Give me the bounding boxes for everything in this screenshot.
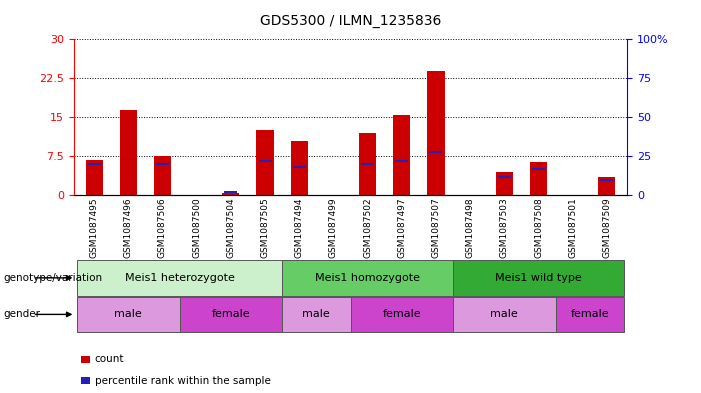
Bar xyxy=(293,166,306,168)
Text: percentile rank within the sample: percentile rank within the sample xyxy=(95,376,271,386)
Text: GSM1087499: GSM1087499 xyxy=(329,197,338,258)
Bar xyxy=(282,260,453,296)
Text: GSM1087505: GSM1087505 xyxy=(261,197,270,258)
Bar xyxy=(156,163,169,165)
Bar xyxy=(453,297,556,332)
Bar xyxy=(86,160,102,195)
Bar xyxy=(556,297,624,332)
Text: female: female xyxy=(383,309,421,320)
Bar xyxy=(359,133,376,195)
Bar xyxy=(496,172,513,195)
Text: GSM1087503: GSM1087503 xyxy=(500,197,509,258)
Text: GSM1087508: GSM1087508 xyxy=(534,197,543,258)
Text: female: female xyxy=(212,309,250,320)
Bar xyxy=(77,260,282,296)
Text: GSM1087496: GSM1087496 xyxy=(124,197,132,258)
Bar xyxy=(259,160,271,162)
Bar xyxy=(453,260,624,296)
Bar xyxy=(350,297,453,332)
Bar xyxy=(532,168,545,170)
Text: male: male xyxy=(491,309,518,320)
Bar xyxy=(395,160,408,162)
Bar xyxy=(393,115,410,195)
Text: GSM1087502: GSM1087502 xyxy=(363,197,372,258)
Text: female: female xyxy=(571,309,609,320)
Bar xyxy=(88,163,101,165)
Text: GSM1087500: GSM1087500 xyxy=(192,197,201,258)
Text: male: male xyxy=(114,309,142,320)
Text: Meis1 wild type: Meis1 wild type xyxy=(495,273,582,283)
Bar xyxy=(257,130,273,195)
Bar xyxy=(291,141,308,195)
Bar xyxy=(430,151,442,152)
Text: GSM1087497: GSM1087497 xyxy=(397,197,407,258)
Bar xyxy=(599,177,615,195)
Bar xyxy=(122,158,135,160)
Text: genotype/variation: genotype/variation xyxy=(4,273,102,283)
Bar xyxy=(120,110,137,195)
Bar xyxy=(224,191,238,193)
Text: male: male xyxy=(302,309,330,320)
Text: GSM1087501: GSM1087501 xyxy=(569,197,577,258)
Bar xyxy=(428,70,444,195)
Text: GSM1087495: GSM1087495 xyxy=(90,197,99,258)
Text: Meis1 homozygote: Meis1 homozygote xyxy=(315,273,420,283)
Text: GSM1087494: GSM1087494 xyxy=(294,197,304,258)
Bar xyxy=(282,297,350,332)
Text: GSM1087498: GSM1087498 xyxy=(465,197,475,258)
Text: gender: gender xyxy=(4,309,41,320)
Bar xyxy=(498,176,511,178)
Bar xyxy=(600,179,613,181)
Bar xyxy=(77,297,179,332)
Text: count: count xyxy=(95,354,124,364)
Bar xyxy=(154,156,171,195)
Text: GSM1087506: GSM1087506 xyxy=(158,197,167,258)
Text: GDS5300 / ILMN_1235836: GDS5300 / ILMN_1235836 xyxy=(260,14,441,28)
Text: GSM1087507: GSM1087507 xyxy=(431,197,440,258)
Text: GSM1087504: GSM1087504 xyxy=(226,197,236,258)
Text: Meis1 heterozygote: Meis1 heterozygote xyxy=(125,273,235,283)
Bar xyxy=(222,193,240,195)
Text: GSM1087509: GSM1087509 xyxy=(602,197,611,258)
Bar xyxy=(361,163,374,165)
Bar xyxy=(530,162,547,195)
Bar xyxy=(179,297,282,332)
